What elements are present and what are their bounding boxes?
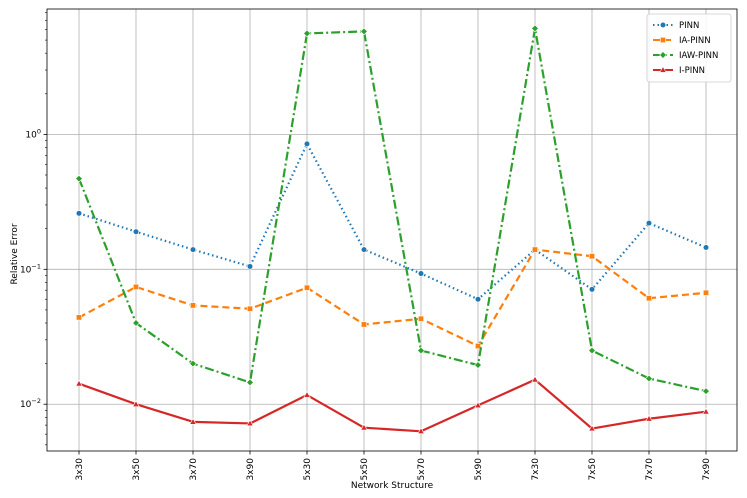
x-tick-label: 5x90 [474, 458, 484, 481]
data-point [417, 346, 425, 355]
series-ia-pinn [76, 246, 709, 350]
data-point [132, 319, 140, 327]
data-point [75, 210, 83, 217]
legend-label: IAW-PINN [679, 51, 718, 61]
data-point [246, 263, 254, 270]
data-point [588, 346, 596, 355]
data-point [189, 246, 197, 253]
data-point [474, 401, 482, 409]
data-point [132, 228, 140, 235]
data-point [531, 24, 539, 33]
x-tick-label: 7x30 [531, 458, 541, 481]
data-point [474, 361, 482, 369]
data-point [303, 390, 311, 398]
data-point [659, 21, 667, 29]
x-tick-label: 3x30 [75, 458, 85, 481]
data-point [702, 289, 709, 296]
data-point [189, 359, 197, 368]
data-point [303, 140, 311, 148]
plot-frame [46, 8, 738, 452]
data-point [474, 343, 481, 350]
data-point [659, 51, 667, 59]
legend-label: IA-PINN [679, 36, 711, 46]
data-point [702, 407, 710, 415]
x-tick-label: 5x70 [417, 458, 427, 481]
data-point [75, 174, 83, 183]
data-point [659, 36, 666, 43]
series-iaw-pinn [75, 24, 710, 395]
data-point [360, 27, 368, 36]
legend-label: I-PINN [679, 66, 705, 76]
data-point [417, 315, 424, 322]
data-point [75, 379, 83, 387]
series-pinn [75, 140, 710, 303]
series-line [77, 27, 707, 393]
data-point [474, 296, 482, 303]
data-point [417, 427, 425, 434]
data-point [531, 375, 539, 383]
data-point [76, 314, 83, 321]
series-line [78, 248, 707, 348]
data-point [189, 417, 197, 425]
data-point [133, 283, 140, 290]
data-point [303, 284, 310, 291]
data-point [531, 246, 538, 253]
data-point [190, 302, 197, 309]
data-point [645, 220, 653, 227]
y-axis-title: Relative Error [10, 223, 20, 284]
x-tick-label: 3x90 [246, 458, 256, 481]
data-point [247, 305, 254, 312]
data-point [702, 244, 710, 251]
y-tick-label: 10−1 [20, 262, 41, 275]
y-tick-label: 100 [25, 127, 41, 140]
legend-label: PINN [679, 21, 699, 31]
data-point [588, 253, 595, 260]
data-point [246, 419, 254, 427]
x-tick-label: 5x50 [360, 458, 370, 481]
data-point [132, 400, 140, 407]
data-point [360, 246, 368, 253]
series-line [78, 378, 707, 433]
series-i-pinn [75, 375, 710, 434]
data-point [645, 414, 653, 422]
data-point [588, 424, 596, 432]
x-axis-title: Network Structure [351, 481, 434, 491]
x-tick-label: 3x70 [189, 458, 199, 481]
grid [47, 9, 737, 451]
data-point [303, 29, 311, 38]
x-tick-label: 7x70 [645, 458, 655, 481]
x-tick-label: 3x50 [132, 458, 142, 481]
data-point [360, 423, 368, 431]
series-layer [75, 24, 710, 434]
legend: PINN IA-PINN IAW-PINN I-PINN [646, 13, 732, 83]
data-point [659, 65, 667, 73]
y-tick-label: 10−2 [20, 397, 41, 410]
data-point [702, 387, 710, 395]
data-point [645, 374, 653, 383]
legend-box [646, 13, 732, 83]
data-point [417, 270, 425, 277]
data-point [645, 295, 652, 302]
x-tick-label: 7x90 [702, 458, 712, 481]
x-tick-label: 5x30 [303, 458, 313, 481]
data-point [360, 321, 367, 328]
x-axis: 3x30 3x50 3x70 3x90 5x30 5x50 5x70 5x90 7x30 7x50… [75, 451, 712, 481]
y-axis: 10−2 10−1 100 [20, 12, 47, 446]
data-point [588, 286, 596, 293]
x-tick-label: 7x50 [588, 458, 598, 481]
data-point [246, 378, 254, 387]
